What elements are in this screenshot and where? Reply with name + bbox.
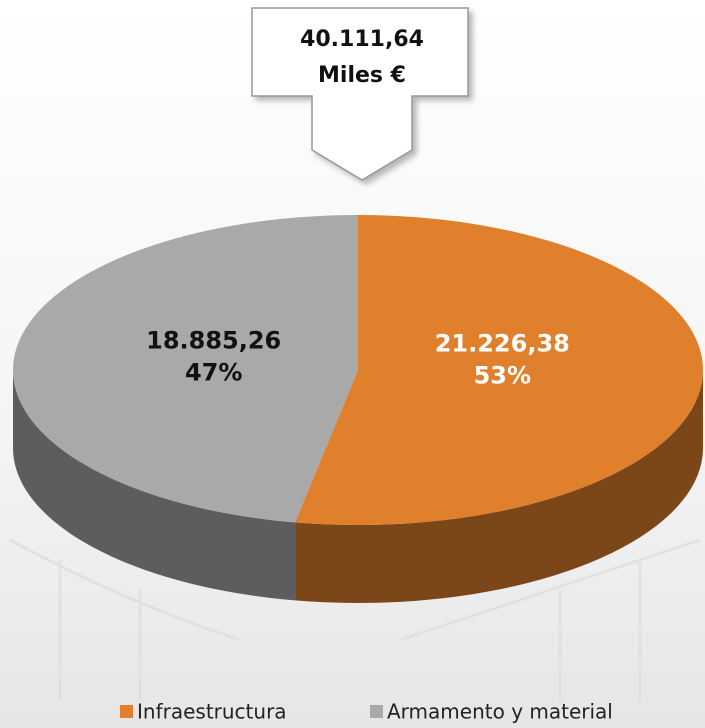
legend-swatch	[120, 705, 133, 718]
legend-label: Infraestructura	[137, 700, 287, 724]
percent-label: 53%	[474, 361, 531, 389]
pie: 21.226,38 53% 18.885,26 47%	[13, 215, 703, 603]
chart: 21.226,38 53% 18.885,26 47% 40.111,64 Miles…	[0, 0, 705, 728]
legend-swatch	[370, 705, 383, 718]
legend-label: Armamento y material	[387, 700, 613, 724]
data-label: 21.226,38	[435, 329, 570, 357]
data-label: 18.885,26	[146, 327, 281, 355]
percent-label: 47%	[185, 359, 242, 387]
callout-unit: Miles €	[318, 63, 406, 88]
callout-total: 40.111,64	[300, 27, 424, 52]
